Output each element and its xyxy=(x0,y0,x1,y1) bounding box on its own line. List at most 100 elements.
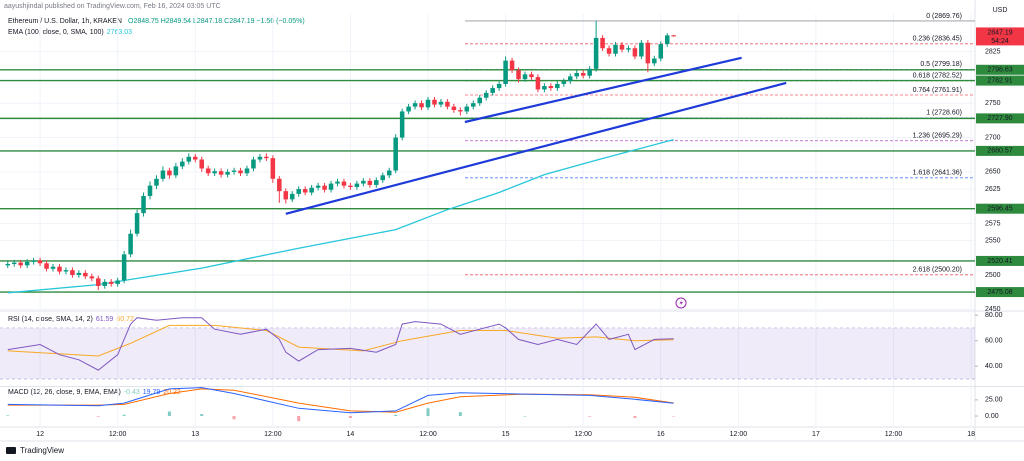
x-tick-label: 12:00 xyxy=(730,431,748,438)
candle-body xyxy=(567,76,573,82)
candle-body xyxy=(270,158,276,179)
candle-body xyxy=(509,60,515,71)
candle-body xyxy=(580,72,586,76)
candle-body xyxy=(315,185,321,188)
macd-histogram-bar xyxy=(458,412,462,417)
candle-body xyxy=(652,58,657,64)
rsi-line xyxy=(7,317,674,371)
y-tick-label: 2650 xyxy=(985,169,1001,176)
legend-rsi: RSI (14, close, SMA, 14, 2) 61.59 60.72 xyxy=(8,316,134,323)
level-tag xyxy=(976,64,1024,75)
candle-body xyxy=(18,262,23,266)
legend-macd: MACD (12, 26, close, 9, EMA, EMA) -0.43 19… xyxy=(8,389,181,396)
candle-body xyxy=(225,171,230,175)
candle-body xyxy=(458,110,463,112)
x-tick-label: 17 xyxy=(812,431,820,438)
candle-body xyxy=(309,187,314,193)
candle-body xyxy=(108,281,114,284)
candle-body xyxy=(31,260,36,262)
macd-tick-label: 0.00 xyxy=(985,413,999,420)
last-price-tag xyxy=(976,27,1024,46)
candle-body xyxy=(128,233,133,255)
candle-body xyxy=(399,111,405,138)
fib-label: 0.5 (2799.18) xyxy=(920,61,962,68)
y-tick-label: 2825 xyxy=(985,49,1001,56)
candle-body xyxy=(186,156,192,162)
candle-body xyxy=(238,170,243,174)
fib-label: 0.764 (2761.91) xyxy=(913,87,962,94)
candle-body xyxy=(231,170,237,172)
candle-body xyxy=(374,180,379,185)
rsi-signal-value: 60.72 xyxy=(116,316,134,323)
level-tag-label: 2680.57 xyxy=(987,148,1012,155)
candle-body xyxy=(154,178,159,186)
alert-circle xyxy=(675,297,687,309)
candle-body xyxy=(464,106,470,112)
candle-body xyxy=(205,168,211,174)
candle-body xyxy=(593,37,599,69)
candle-body xyxy=(160,170,166,179)
x-tick-label: 15 xyxy=(502,431,510,438)
candle-body xyxy=(529,74,534,78)
alert-bolt xyxy=(679,299,683,307)
ohlc-legend: O2848.75 H2849.54 L2847.18 C2847.19 −1.5… xyxy=(128,18,305,25)
candle-body xyxy=(24,261,30,266)
candle-body xyxy=(406,106,411,112)
level-tag-label: 2798.63 xyxy=(987,67,1012,74)
candle-body xyxy=(412,103,418,107)
candle-body xyxy=(180,161,185,167)
x-tick-label: 12:00 xyxy=(574,431,592,438)
level-tag-label: 2520.41 xyxy=(987,258,1012,265)
candle-body xyxy=(218,171,224,175)
candle-body xyxy=(438,101,444,105)
rsi-tick-label: 60.00 xyxy=(985,338,1003,345)
candle-body xyxy=(380,175,386,181)
candle-body xyxy=(555,83,560,89)
fib-label: 0.236 (2836.45) xyxy=(913,36,962,43)
candle-body xyxy=(632,48,638,57)
candle-body xyxy=(386,170,392,176)
y-tick-label: 2450 xyxy=(985,306,1001,313)
candle-body xyxy=(89,276,95,279)
macd-histogram-bar xyxy=(394,414,398,417)
macd-histogram-bar xyxy=(672,416,676,417)
level-tag xyxy=(976,75,1024,86)
level-tag-label: 2727.90 xyxy=(987,115,1012,122)
candle-body xyxy=(212,171,217,174)
macd-histogram-bar xyxy=(232,416,236,420)
candle-body xyxy=(483,92,489,98)
candle-body xyxy=(57,266,62,272)
candle-body xyxy=(348,185,353,188)
candle-body xyxy=(490,88,495,93)
level-tag xyxy=(976,203,1024,214)
x-tick-label: 12:00 xyxy=(419,431,437,438)
candle-body xyxy=(5,263,11,266)
rsi-tick-label: 80.00 xyxy=(985,312,1003,319)
candle-body xyxy=(535,77,541,90)
x-tick-label: 12:00 xyxy=(109,431,127,438)
level-tag-label: 2782.91 xyxy=(987,77,1012,84)
candle-body xyxy=(561,81,567,84)
publisher: aayushjindal published on TradingView.co… xyxy=(4,3,221,10)
fib-label: 0.618 (2782.52) xyxy=(913,73,962,80)
level-tag-label: 2475.08 xyxy=(987,289,1012,296)
candle-body xyxy=(354,183,360,188)
fib-label: 1 (2728.60) xyxy=(926,110,962,117)
macd-line xyxy=(7,387,674,414)
macd-hist-value: -0.43 xyxy=(124,389,140,396)
macd-histogram-bar xyxy=(633,416,637,418)
candle-body xyxy=(639,42,644,57)
candle-body xyxy=(658,44,664,59)
candle-body xyxy=(63,270,69,272)
candle-body xyxy=(83,272,88,277)
candle-body xyxy=(393,137,398,171)
macd-histogram-bar xyxy=(96,416,100,417)
y-tick-label: 2575 xyxy=(985,220,1001,227)
candle-body xyxy=(645,42,651,64)
y-tick-label: 2500 xyxy=(985,272,1001,279)
candle-body xyxy=(257,156,263,160)
candle-body xyxy=(96,278,101,286)
candle-body xyxy=(50,266,56,269)
candle-body xyxy=(600,37,605,49)
